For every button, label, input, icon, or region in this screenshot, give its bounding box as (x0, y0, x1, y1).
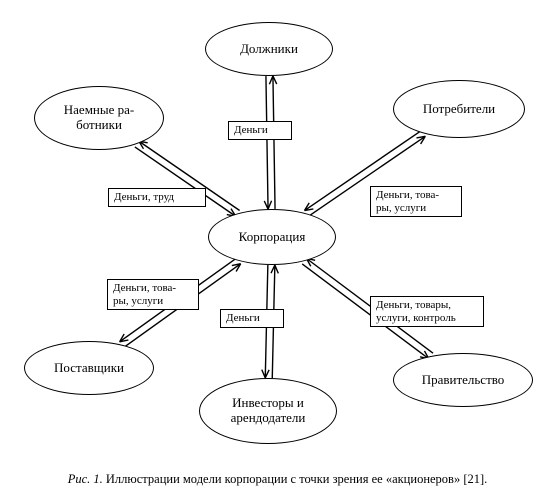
edge-label-workers: Деньги, труд (108, 188, 206, 207)
edge-label-debtors: Деньги (228, 121, 292, 140)
node-workers: Наемные ра-ботники (34, 86, 164, 150)
edge-label-government: Деньги, товары,услуги, контроль (370, 296, 484, 327)
edge-label-investors: Деньги (220, 309, 284, 328)
diagram-stage: Корпорация Должники Наемные ра-ботники Потр… (0, 0, 555, 501)
edge-label-suppliers: Деньги, това-ры, услуги (107, 279, 199, 310)
node-center: Корпорация (208, 209, 336, 265)
node-debtors: Должники (205, 22, 333, 76)
caption-figlabel: Рис. 1. (68, 472, 103, 486)
edge-label-consumers: Деньги, това-ры, услуги (370, 186, 462, 217)
caption-text: Иллюстрации модели корпорации с точки зр… (103, 472, 488, 486)
node-consumers: Потребители (393, 80, 525, 138)
edge-debtors-to-outer (273, 76, 275, 209)
edge-debtors-to-center (266, 76, 268, 209)
node-investors: Инвесторы иарендодатели (199, 378, 337, 444)
node-government: Правительство (393, 353, 533, 407)
node-suppliers: Поставщики (24, 341, 154, 395)
figure-caption: Рис. 1. Иллюстрации модели корпорации с … (0, 472, 555, 487)
